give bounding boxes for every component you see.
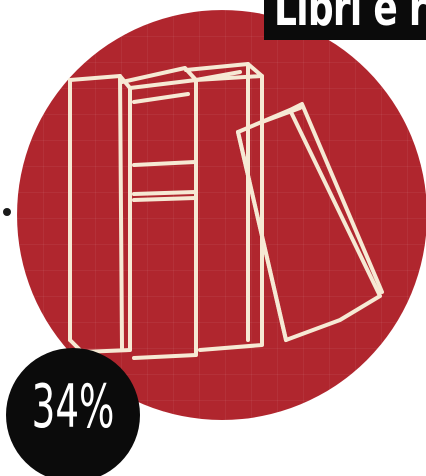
title-badge: Libri e r [264, 0, 426, 40]
bullet-dot [3, 208, 11, 216]
percent-badge: 34% [6, 348, 140, 476]
title-text: Libri e r [274, 0, 426, 37]
percent-value: 34% [31, 372, 115, 442]
